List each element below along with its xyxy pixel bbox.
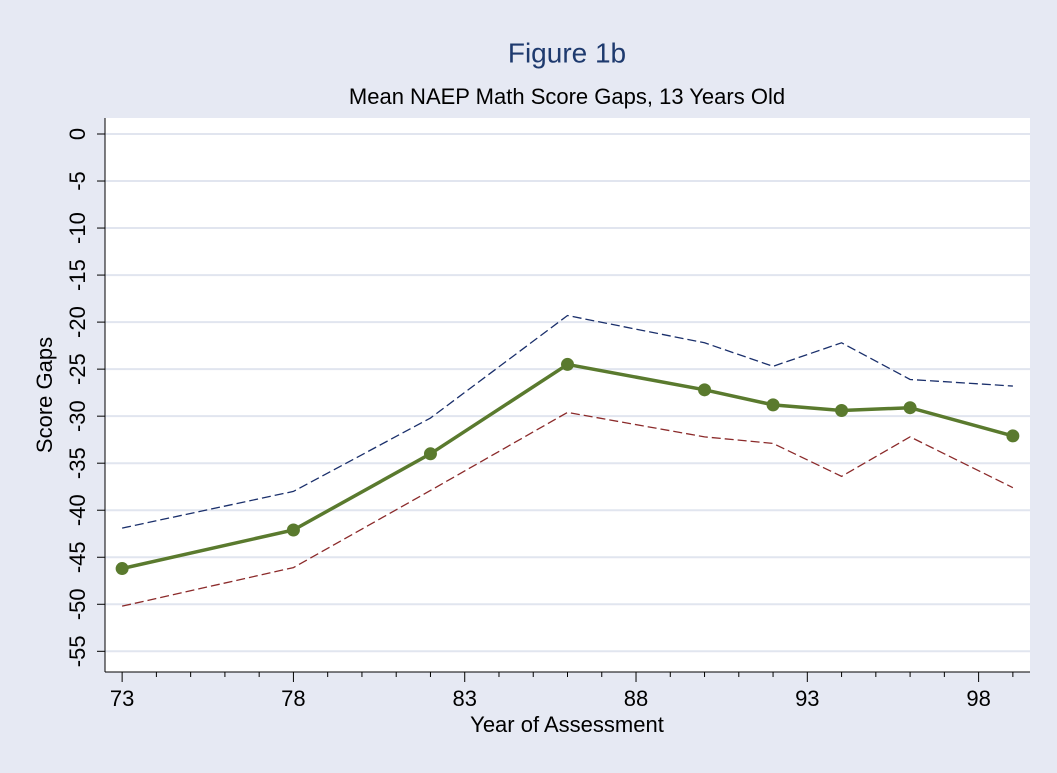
series-marker bbox=[903, 401, 917, 415]
y-tick-label: -5 bbox=[65, 171, 90, 191]
y-tick-label: -10 bbox=[65, 212, 90, 244]
y-tick-label: -40 bbox=[65, 494, 90, 526]
y-tick-label: -50 bbox=[65, 588, 90, 620]
x-tick-label: 73 bbox=[110, 686, 134, 711]
y-tick-label: -25 bbox=[65, 353, 90, 385]
y-tick-label: 0 bbox=[65, 128, 90, 140]
plot-area bbox=[105, 118, 1030, 672]
series-marker bbox=[766, 398, 780, 412]
series-line bbox=[121, 314, 1013, 529]
y-tick-label: -15 bbox=[65, 259, 90, 291]
series-marker bbox=[423, 447, 437, 461]
series-marker bbox=[835, 404, 849, 418]
x-tick-label: 83 bbox=[452, 686, 476, 711]
x-tick-label: 98 bbox=[966, 686, 990, 711]
series-marker bbox=[1006, 429, 1020, 443]
y-tick-label: -45 bbox=[65, 541, 90, 573]
x-tick-label: 88 bbox=[624, 686, 648, 711]
series-line bbox=[121, 411, 1014, 607]
x-tick-label: 78 bbox=[281, 686, 305, 711]
chart-subtitle: Mean NAEP Math Score Gaps, 13 Years Old bbox=[349, 84, 785, 109]
x-tick-label: 93 bbox=[795, 686, 819, 711]
chart-title: Figure 1b bbox=[508, 37, 626, 68]
x-axis-label: Year of Assessment bbox=[470, 712, 664, 737]
series-marker bbox=[115, 562, 129, 576]
y-tick-label: -55 bbox=[65, 635, 90, 667]
y-tick-label: -30 bbox=[65, 400, 90, 432]
y-tick-label: -20 bbox=[65, 306, 90, 338]
y-tick-label: -35 bbox=[65, 447, 90, 479]
y-axis-label: Score Gaps bbox=[32, 337, 57, 453]
series-marker bbox=[286, 523, 300, 537]
series-marker bbox=[698, 383, 712, 397]
series-marker bbox=[561, 357, 574, 371]
